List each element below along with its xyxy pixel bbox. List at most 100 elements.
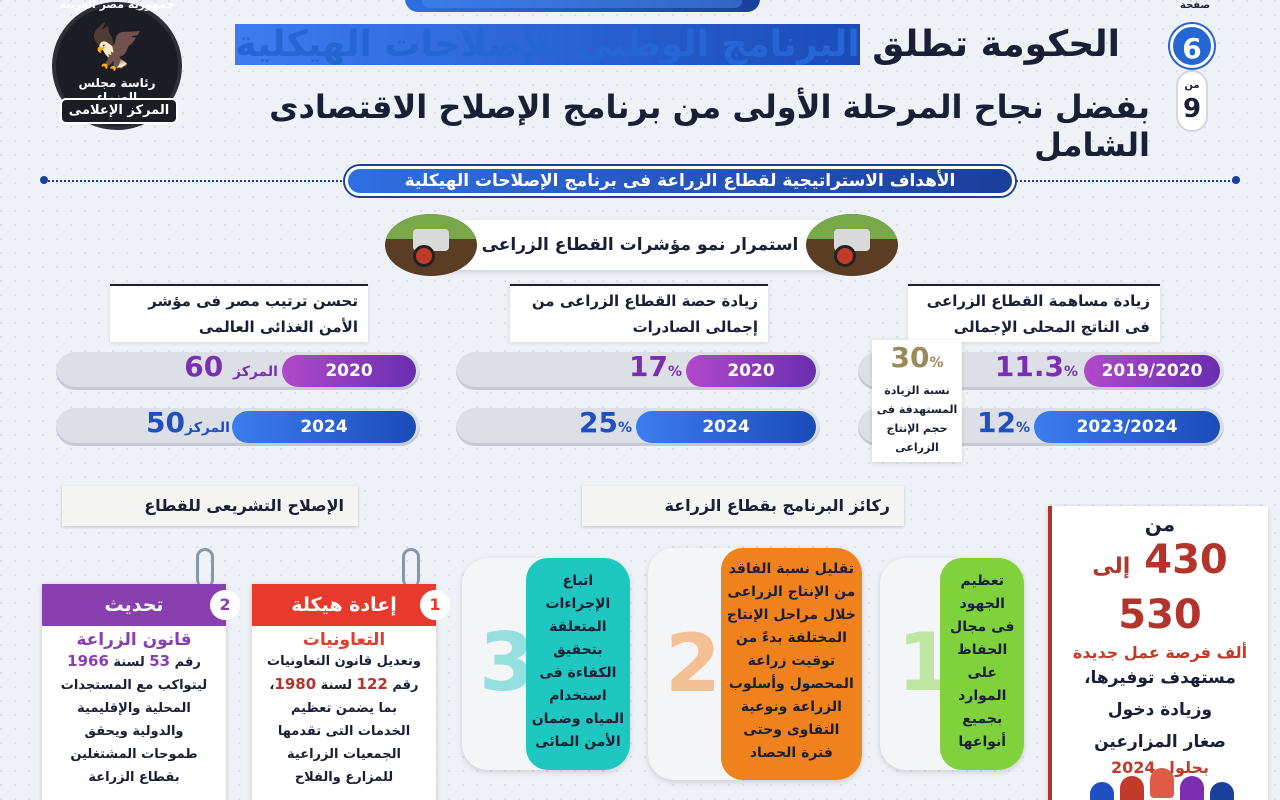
- gdp-value-1: 11.3%: [980, 350, 1078, 383]
- card-line: بقطاع الزراعة: [88, 770, 180, 785]
- law-prefix: رقم: [170, 655, 201, 670]
- law-suffix: ،: [269, 678, 275, 693]
- person-icon: [1210, 782, 1234, 800]
- pillar-line: الموارد: [958, 688, 1007, 704]
- pillar-line: استخدام: [549, 688, 607, 704]
- exports-value-1: 17%: [598, 350, 682, 383]
- exports-year-1: 2020: [686, 355, 816, 387]
- jobs-range: 430 إلى 530: [1052, 536, 1268, 639]
- food-year-1: 2020: [282, 355, 416, 387]
- pillar-line: تقليل نسبة الفاقد: [728, 561, 855, 577]
- page-label: صفحة: [1180, 0, 1211, 11]
- page-total-pill: [1176, 70, 1208, 132]
- exports-value-1-unit: %: [667, 364, 682, 380]
- pillar-line: من الإنتاج الزراعى: [727, 584, 856, 600]
- card-line: بما يضمن تعظيم: [290, 701, 398, 716]
- card-line-law-number: رقم 53 لسنة 1966: [50, 650, 218, 674]
- pillar-line: الحفاظ: [957, 642, 1008, 658]
- page-of-label: من: [1184, 80, 1200, 91]
- main-subtitle: بفضل نجاح المرحلة الأولى من برنامج الإصل…: [269, 88, 1150, 164]
- gdp-year-2: 2023/2024: [1034, 411, 1220, 443]
- jobs-num-to: 530: [1118, 592, 1202, 638]
- jobs-num-from: 430: [1144, 537, 1228, 583]
- divider-dot-left: [40, 176, 48, 184]
- gdp-value-2: 12%: [970, 406, 1030, 439]
- logo-ribbon: المركز الإعلامى: [60, 98, 178, 124]
- law-number: 53: [149, 652, 171, 670]
- food-value-1-num: 60: [184, 350, 224, 383]
- pillar-line: على: [967, 665, 997, 681]
- law-year: 1980: [274, 675, 317, 693]
- person-icon: [1120, 776, 1144, 800]
- section-header: الأهداف الاستراتيجية لقطاع الزراعة فى بر…: [345, 166, 1015, 196]
- card-line: طموحات المشتغلين: [70, 747, 198, 762]
- divider-dot-right: [1232, 176, 1240, 184]
- card-line: الجمعيات الزراعية: [287, 747, 401, 762]
- card-line: للمزارع والفلاح: [294, 770, 394, 785]
- goal-gdp-title: زيادة مساهمة القطاع الزراعى فى الناتج ال…: [908, 284, 1160, 342]
- card-update-subtitle: قانون الزراعة: [76, 630, 192, 650]
- goal-gdp-line: [908, 284, 1160, 286]
- card-update-body: رقم 53 لسنة 1966 ليتواكب مع المستجدات ال…: [42, 650, 226, 789]
- increase-value-num: 30: [890, 341, 930, 374]
- card-line-law-number: رقم 122 لسنة 1980،: [260, 673, 428, 697]
- law-year-prefix: لسنة: [316, 678, 357, 693]
- jobs-line-1: ألف فرصة عمل جديدة: [1072, 643, 1248, 662]
- law-number: 122: [356, 675, 388, 693]
- jobs-line-4: صغار المزارعين: [1094, 732, 1226, 752]
- pillar-1-text: تعظيم الجهود فى مجال الحفاظ على الموارد …: [940, 558, 1024, 770]
- goal-food-title: تحسن ترتيب مصر فى مؤشر الأمن الغذائى الع…: [110, 284, 368, 342]
- food-value-2-num: 50: [146, 406, 185, 439]
- jobs-box: من 430 إلى 530 ألف فرصة عمل جديدة مستهدف…: [1048, 506, 1268, 800]
- card-update-title: تحديث 2: [42, 584, 240, 626]
- food-year-2: 2024: [232, 411, 416, 443]
- person-icon: [1090, 782, 1114, 800]
- pillar-2: 2 تقليل نسبة الفاقد من الإنتاج الزراعى خ…: [648, 548, 862, 780]
- pillar-line: بجميع: [962, 711, 1003, 727]
- gdp-value-1-unit: %: [1063, 364, 1078, 380]
- tractor-right-icon: [806, 214, 898, 276]
- pillars-header: ركائز البرنامج بقطاع الزراعة: [582, 486, 904, 526]
- logo-top-text: جمهورية مصر العربية: [59, 0, 175, 11]
- eagle-emblem-icon: 🦅: [89, 22, 145, 73]
- card-line: والدولية ويحقق: [84, 724, 184, 739]
- gdp-year-1: 2019/2020: [1084, 355, 1220, 387]
- card-update-number: 2: [210, 590, 240, 620]
- card-restructure: إعادة هيكلة 1 التعاونيات وتعديل قانون ال…: [252, 584, 450, 800]
- card-restructure-body: وتعديل قانون التعاونيات رقم 122 لسنة 198…: [252, 650, 436, 789]
- law-year-prefix: لسنة: [108, 655, 150, 670]
- pillar-line: أنواعها: [958, 734, 1007, 750]
- food-value-2-label: المركز: [184, 420, 230, 436]
- pillar-line: بتحقيق: [553, 642, 603, 658]
- food-value-1-label: المركز: [232, 364, 278, 380]
- law-year: 1966: [67, 652, 109, 670]
- pillar-line: المياه وضمان: [531, 711, 625, 727]
- exports-year-2: 2024: [636, 411, 816, 443]
- law-prefix: رقم: [387, 678, 419, 693]
- gdp-value-1-num: 11.3: [994, 350, 1064, 383]
- exports-value-2-unit: %: [617, 420, 632, 436]
- goal-food-line: [110, 284, 368, 286]
- increase-value: 30%: [872, 340, 962, 381]
- pillar-line: الكفاءة فى: [539, 665, 617, 681]
- gdp-value-2-num: 12: [977, 406, 1016, 439]
- main-title-highlight: البرنامج الوطنى للإصلاحات الهيكلية: [235, 24, 860, 65]
- pillar-3-text: اتباع الإجراءات المتعلقة بتحقيق الكفاءة …: [525, 558, 630, 770]
- pillar-3: 3 اتباع الإجراءات المتعلقة بتحقيق الكفاء…: [462, 558, 630, 770]
- pillar-line: الإجراءات: [545, 596, 611, 612]
- person-icon: [1150, 768, 1174, 798]
- card-restructure-subtitle: التعاونيات: [302, 630, 386, 650]
- card-line: الخدمات التى تقدمها: [277, 724, 411, 739]
- tractor-left-icon: [385, 214, 477, 276]
- card-restructure-number: 1: [420, 590, 450, 620]
- pillar-line: فى مجال: [950, 619, 1015, 635]
- pillar-line: توقيت زراعة: [747, 653, 836, 669]
- card-update-title-text: تحديث: [104, 594, 164, 616]
- pillar-2-text: تقليل نسبة الفاقد من الإنتاج الزراعى خلا…: [720, 548, 862, 780]
- increase-value-unit: %: [929, 355, 944, 371]
- main-title-part1: الحكومة تطلق: [859, 24, 1120, 65]
- page-number: 6: [1170, 24, 1214, 68]
- pillar-line: فترة الحصاد: [749, 745, 833, 761]
- paperclip-icon: [196, 548, 214, 588]
- person-icon: [1180, 776, 1204, 800]
